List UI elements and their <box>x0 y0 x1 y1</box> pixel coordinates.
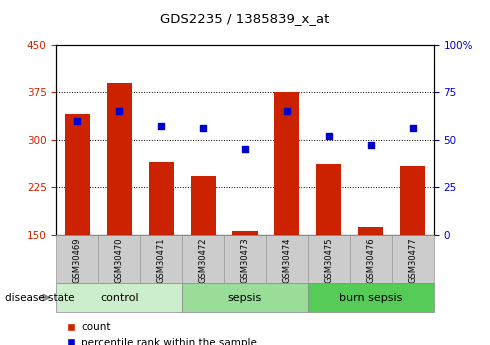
Bar <box>274 92 299 235</box>
Bar <box>266 235 308 283</box>
Point <box>241 146 249 152</box>
Legend: count, percentile rank within the sample: count, percentile rank within the sample <box>62 318 261 345</box>
Bar <box>65 115 90 235</box>
Text: burn sepsis: burn sepsis <box>339 293 402 303</box>
Bar <box>98 235 140 283</box>
Point <box>74 118 81 124</box>
Text: control: control <box>100 293 139 303</box>
Text: GSM30473: GSM30473 <box>241 237 249 283</box>
Point <box>325 133 333 139</box>
Text: disease state: disease state <box>5 293 74 303</box>
Text: GSM30474: GSM30474 <box>282 237 292 283</box>
Bar <box>392 235 434 283</box>
Text: GSM30476: GSM30476 <box>366 237 375 283</box>
Bar <box>224 235 266 283</box>
Point <box>199 126 207 131</box>
Point <box>157 124 165 129</box>
Bar <box>148 162 174 235</box>
Point <box>409 126 416 131</box>
Text: GSM30470: GSM30470 <box>115 237 124 283</box>
Bar <box>182 235 224 283</box>
Bar <box>232 231 258 235</box>
Text: GSM30471: GSM30471 <box>157 237 166 283</box>
Point <box>115 108 123 114</box>
Bar <box>140 235 182 283</box>
Bar <box>358 227 383 235</box>
Bar <box>350 235 392 283</box>
Text: GSM30472: GSM30472 <box>198 237 208 283</box>
Text: GSM30477: GSM30477 <box>408 237 417 283</box>
Bar <box>107 83 132 235</box>
Bar <box>308 235 350 283</box>
Bar <box>56 235 98 283</box>
Bar <box>308 283 434 312</box>
Bar <box>400 166 425 235</box>
Text: sepsis: sepsis <box>228 293 262 303</box>
Bar <box>182 283 308 312</box>
Bar <box>316 164 342 235</box>
Point <box>367 142 375 148</box>
Point <box>283 108 291 114</box>
Bar <box>56 283 182 312</box>
Text: GDS2235 / 1385839_x_at: GDS2235 / 1385839_x_at <box>160 12 330 25</box>
Text: GSM30475: GSM30475 <box>324 237 333 283</box>
Text: GSM30469: GSM30469 <box>73 237 82 283</box>
Bar <box>191 176 216 235</box>
